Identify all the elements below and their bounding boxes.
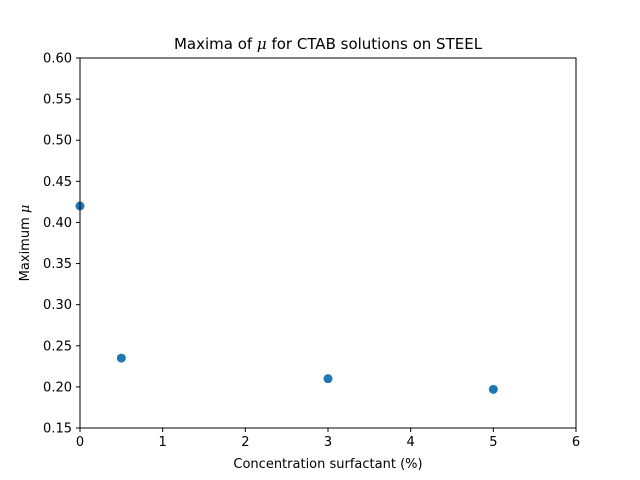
y-axis-label-prefix: Maximum — [18, 213, 33, 281]
x-tick-label: 1 — [159, 435, 167, 450]
x-tick-label: 5 — [489, 435, 497, 450]
y-tick-label: 0.50 — [43, 134, 72, 149]
y-tick-label: 0.45 — [43, 175, 72, 190]
chart-title-suffix: for CTAB solutions on STEEL — [267, 35, 483, 53]
x-tick-label: 4 — [407, 435, 415, 450]
y-tick-label: 0.60 — [43, 52, 72, 67]
chart-title-prefix: Maxima of — [174, 35, 257, 53]
x-axis-ticks: 0 1 2 3 4 5 6 — [76, 428, 580, 450]
y-tick-label: 0.40 — [43, 216, 72, 231]
x-tick-label: 3 — [324, 435, 332, 450]
y-axis-label-symbol: μ — [18, 205, 33, 213]
chart-title-symbol: μ — [257, 35, 267, 53]
x-tick-label: 2 — [241, 435, 249, 450]
x-tick-label: 0 — [76, 435, 84, 450]
y-tick-label: 0.55 — [43, 93, 72, 108]
data-point — [488, 384, 498, 394]
y-axis-label: Maximum μ — [18, 205, 33, 282]
y-tick-label: 0.35 — [43, 257, 72, 272]
chart-title: Maxima of μ for CTAB solutions on STEEL — [174, 35, 483, 53]
y-tick-label: 0.25 — [43, 339, 72, 354]
data-point — [116, 353, 126, 363]
y-axis-ticks: 0.15 0.20 0.25 0.30 0.35 0.40 0.45 0.50 0.55 0.60 — [43, 52, 80, 437]
x-tick-label: 6 — [572, 435, 580, 450]
x-axis-label: Concentration surfactant (%) — [233, 457, 422, 472]
y-tick-label: 0.20 — [43, 380, 72, 395]
y-tick-label: 0.30 — [43, 298, 72, 313]
plot-frame — [79, 57, 577, 429]
data-point — [323, 374, 333, 384]
data-points — [75, 201, 498, 394]
y-tick-label: 0.15 — [43, 422, 72, 437]
